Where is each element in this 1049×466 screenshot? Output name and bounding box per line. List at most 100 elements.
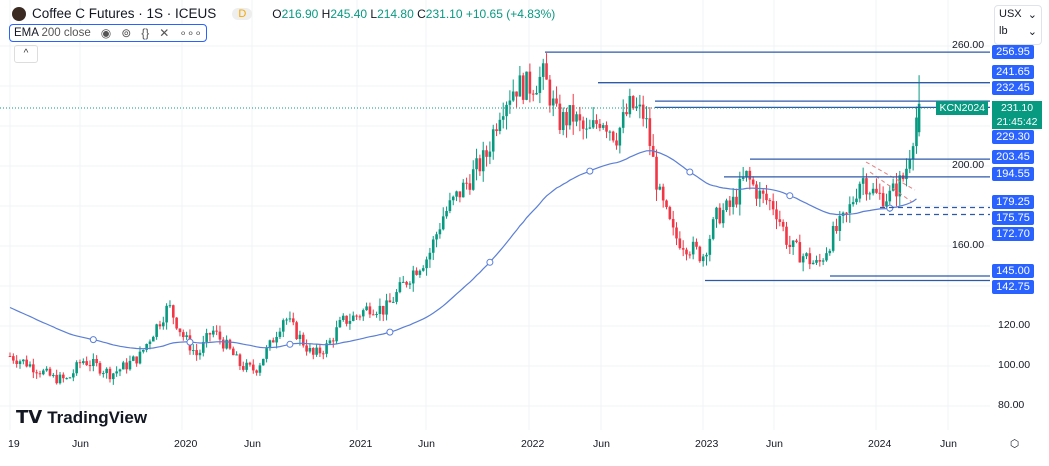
level-price-tag[interactable]: 172.70 — [992, 227, 1034, 241]
candle-body — [535, 92, 538, 95]
candle-body — [218, 331, 222, 340]
candle-body — [68, 377, 72, 379]
candle-body — [831, 225, 835, 251]
ohlc-values: O216.90 H245.40 L214.80 C231.10 +10.65 (… — [272, 7, 555, 21]
candle-body — [471, 169, 475, 190]
currency-unit-selector[interactable]: USX ⌄ lb ⌄ — [994, 5, 1042, 45]
candle-body — [628, 96, 632, 115]
candle-body — [398, 282, 402, 293]
level-price-tag[interactable]: 203.45 — [992, 150, 1034, 164]
level-price-tag[interactable]: 241.65 — [992, 65, 1034, 79]
more-icon[interactable]: ∘∘∘ — [179, 26, 202, 40]
time-tick: 2020 — [174, 438, 198, 450]
candle-body — [401, 281, 405, 283]
time-tick: Jun — [593, 438, 610, 450]
indicator-name: EMA 200 close — [14, 27, 91, 39]
candle-body — [481, 150, 485, 172]
candle-body — [555, 98, 558, 104]
candle-body — [898, 175, 902, 197]
level-price-tag[interactable]: 194.55 — [992, 167, 1034, 181]
candle-body — [58, 374, 62, 384]
candle-body — [915, 117, 918, 147]
market-status-badge[interactable]: D — [232, 7, 253, 20]
candle-body — [861, 178, 865, 184]
eye-icon[interactable]: ◉ — [100, 26, 112, 40]
candle-body — [371, 314, 375, 316]
time-tick: 2021 — [349, 438, 373, 450]
candle-body — [748, 170, 752, 180]
candle-body — [568, 105, 572, 126]
settings-icon[interactable]: ⊚ — [121, 26, 132, 40]
price-tick: 80.00 — [998, 399, 1025, 411]
level-price-tag[interactable]: 256.95 — [992, 45, 1034, 59]
candle-body — [888, 190, 892, 202]
candle-body — [578, 114, 582, 121]
level-price-tag[interactable]: 179.25 — [992, 195, 1034, 209]
candle-body — [251, 364, 255, 371]
low-label: L — [370, 6, 378, 21]
candle-body — [635, 106, 638, 109]
candle-body — [581, 120, 585, 129]
candle-body — [688, 254, 692, 256]
candle-body — [738, 178, 742, 205]
axis-settings-icon[interactable]: ⬡ — [1010, 438, 1020, 450]
candle-body — [768, 200, 772, 202]
candle-body — [301, 334, 305, 346]
source-code-icon[interactable]: {} — [141, 26, 150, 40]
currency-select[interactable]: USX ⌄ — [999, 8, 1037, 21]
candle-body — [891, 183, 895, 191]
candle-body — [25, 359, 28, 367]
unit-select[interactable]: lb ⌄ — [999, 25, 1037, 38]
collapse-legend-button[interactable]: ^ — [14, 45, 38, 63]
tradingview-logo[interactable]: 𝗧𝗩 TradingView — [16, 407, 148, 427]
price-tick: 200.00 — [952, 159, 985, 171]
candle-body — [52, 374, 55, 376]
candle-body — [265, 348, 268, 359]
close-icon[interactable]: ✕ — [159, 26, 170, 40]
candle-body — [152, 336, 155, 342]
candle-body — [645, 118, 648, 120]
level-price-tag[interactable]: 145.00 — [992, 264, 1034, 278]
candle-body — [525, 71, 528, 100]
candle-body — [225, 339, 228, 349]
candle-body — [132, 356, 135, 361]
candle-body — [161, 322, 165, 327]
candle-body — [805, 253, 808, 257]
candle-body — [495, 129, 498, 132]
level-price-tag[interactable]: 229.30 — [992, 130, 1034, 144]
candle-body — [451, 196, 455, 201]
level-price-tag[interactable]: 142.75 — [992, 280, 1034, 294]
candle-body — [75, 362, 78, 374]
candle-body — [125, 362, 128, 370]
candle-body — [195, 350, 198, 356]
candle-body — [795, 240, 798, 243]
last-price-tag: 231.10 21:45:42 — [992, 101, 1042, 129]
ema-indicator-legend[interactable]: EMA 200 close ◉ ⊚ {} ✕ ∘∘∘ — [9, 24, 207, 42]
level-price-tag[interactable]: 175.75 — [992, 211, 1034, 225]
candle-body — [165, 305, 168, 323]
candle-body — [501, 116, 505, 120]
candle-body — [638, 104, 642, 107]
candle-body — [698, 246, 702, 262]
level-price-tag[interactable]: 232.45 — [992, 81, 1034, 95]
candle-body — [438, 229, 442, 235]
close-label: C — [417, 6, 426, 21]
candle-body — [305, 345, 308, 352]
candle-body — [551, 98, 555, 106]
candle-body — [361, 310, 365, 317]
candle-body — [181, 332, 185, 338]
candle-body — [585, 128, 588, 130]
price-tick: 100.00 — [998, 359, 1031, 371]
candle-body — [711, 219, 715, 239]
candle-body — [335, 327, 338, 342]
candle-body — [391, 301, 395, 303]
candle-body — [745, 170, 748, 178]
candle-body — [291, 318, 295, 323]
candle-body — [545, 63, 548, 80]
candle-body — [721, 210, 725, 224]
candle-body — [208, 333, 212, 335]
symbol-title[interactable]: Coffee C Futures · 1S · ICEUS — [32, 6, 217, 21]
candle-body — [98, 363, 102, 374]
candle-body — [85, 361, 88, 366]
